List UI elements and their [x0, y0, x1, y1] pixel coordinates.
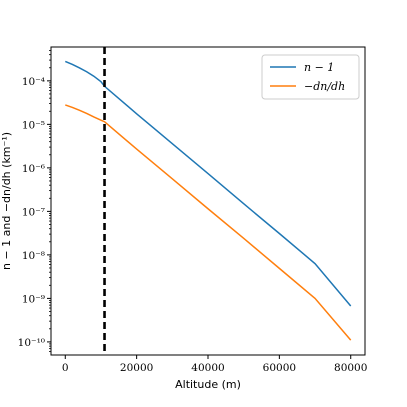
legend-box: [261, 54, 360, 100]
y-tick-label: 10⁻⁶: [22, 163, 45, 175]
x-tick-label: 40000: [191, 362, 224, 374]
x-tick-label: 20000: [120, 362, 153, 374]
y-axis-label: n − 1 and −dn/dh (km⁻¹): [0, 132, 13, 270]
x-tick-label: 60000: [263, 362, 296, 374]
legend: n − 1 −dn/dh: [261, 54, 360, 100]
y-tick-label: 10⁻¹⁰: [18, 337, 45, 349]
y-tick-label: 10⁻⁵: [22, 119, 45, 131]
x-tick-label: 0: [62, 362, 69, 374]
chart-marks: 0 20000 40000 60000 80000 10⁻¹⁰ 10⁻⁹ 10⁻⁸ 10⁻⁷ 10…: [18, 47, 367, 374]
y-tick-label: 10⁻⁹: [22, 293, 45, 305]
series-line-1: [64, 60, 352, 307]
y-tick-label: 10⁻⁴: [22, 76, 45, 88]
x-tick-label: 80000: [334, 362, 367, 374]
y-tick-label: 10⁻⁷: [22, 206, 45, 218]
y-tick-label: 10⁻⁸: [22, 250, 45, 262]
legend-label-2: −dn/dh: [304, 80, 345, 93]
series-line-2: [65, 104, 352, 341]
legend-label-1: n − 1: [304, 61, 334, 74]
x-axis-label: Altitude (m): [175, 378, 241, 391]
